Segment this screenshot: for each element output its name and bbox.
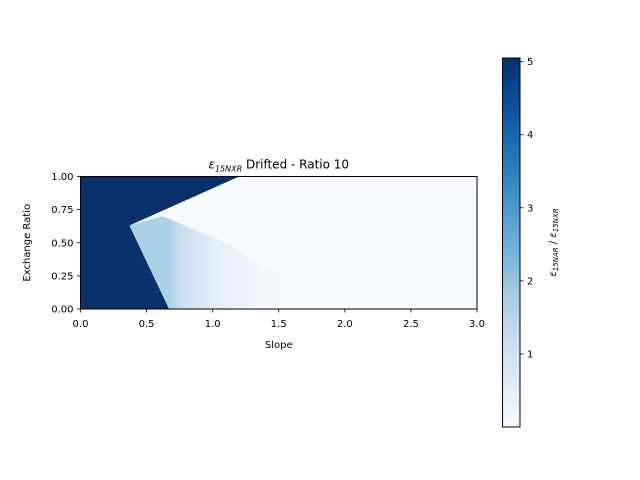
y-axis-label: Exchange Ratio [22, 204, 33, 282]
heatmap-gradient-region [129, 216, 332, 309]
x-axis-label: Slope [265, 340, 293, 351]
x-tick-label: 2.0 [337, 319, 353, 330]
colorbar-label-symbol2: ε [548, 232, 559, 238]
y-tick-label: 0.75 [51, 205, 73, 216]
colorbar-tick-label: 4 [527, 130, 533, 141]
colorbar-label-sub1: 15NAR [552, 247, 560, 271]
y-tick-label: 0.00 [51, 305, 73, 316]
colorbar [502, 57, 521, 428]
y-tick-label: 0.50 [51, 238, 73, 249]
y-axis: 0.00 0.25 0.50 0.75 1.00 [51, 172, 81, 316]
x-tick-label: 0.0 [73, 319, 89, 330]
colorbar-label-sep: / [548, 238, 559, 248]
title-subscript: 15NXR [215, 165, 242, 174]
x-tick-label: 3.0 [469, 319, 485, 330]
colorbar-tick-label: 5 [527, 57, 533, 68]
colorbar-tick-label: 3 [527, 203, 533, 214]
colorbar-tick-label: 2 [527, 276, 533, 287]
title-suffix: Drifted - Ratio 10 [242, 158, 349, 172]
heatmap-saturated-region [80, 176, 240, 309]
colorbar-label-symbol1: ε [548, 271, 559, 277]
colorbar-label-sub2: 15NXR [552, 208, 560, 232]
colorbar-tick-label: 1 [527, 349, 533, 360]
chart-title: ε15NXR Drifted - Ratio 10 [208, 158, 349, 174]
colorbar-label: ε15NAR / ε15NXR [548, 208, 560, 276]
title-symbol: ε [208, 158, 215, 172]
x-tick-label: 1.0 [205, 319, 221, 330]
x-tick-label: 0.5 [139, 319, 155, 330]
x-tick-label: 2.5 [403, 319, 419, 330]
y-tick-label: 0.25 [51, 271, 73, 282]
colorbar-ticks: 1 2 3 4 5 [520, 57, 533, 360]
x-tick-label: 1.5 [271, 319, 287, 330]
plot-area [80, 176, 477, 309]
x-axis: 0.0 0.5 1.0 1.5 2.0 2.5 3.0 [73, 309, 485, 330]
y-tick-label: 1.00 [51, 172, 73, 183]
